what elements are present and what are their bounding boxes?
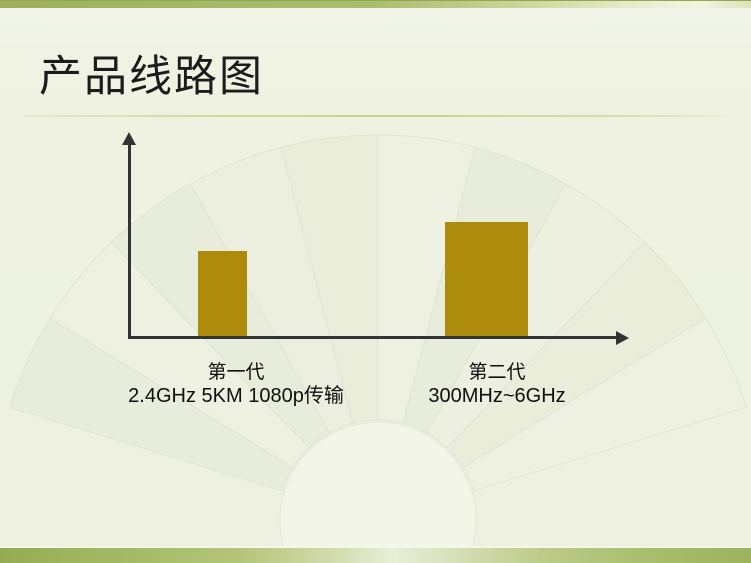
category-spec: 300MHz~6GHz [428, 385, 566, 407]
x-axis [128, 336, 618, 339]
top-accent-bar [0, 0, 751, 8]
bar-generation-1 [198, 251, 247, 339]
category-label-generation-2: 第二代 300MHz~6GHz [367, 361, 627, 408]
y-axis-arrowhead [122, 132, 136, 145]
y-axis [128, 142, 131, 338]
fan-pivot-cutout [279, 421, 477, 563]
x-axis-arrowhead [616, 331, 629, 345]
category-name: 第一代 [207, 362, 265, 383]
bar-generation-2 [445, 222, 528, 339]
slide-title: 产品线路图 [39, 53, 264, 101]
bottom-accent-bar [0, 546, 751, 563]
category-label-generation-1: 第一代 2.4GHz 5KM 1080p传输 [106, 361, 366, 408]
title-divider [24, 115, 737, 117]
category-spec: 2.4GHz 5KM 1080p传输 [128, 385, 344, 407]
category-name: 第二代 [468, 362, 526, 383]
